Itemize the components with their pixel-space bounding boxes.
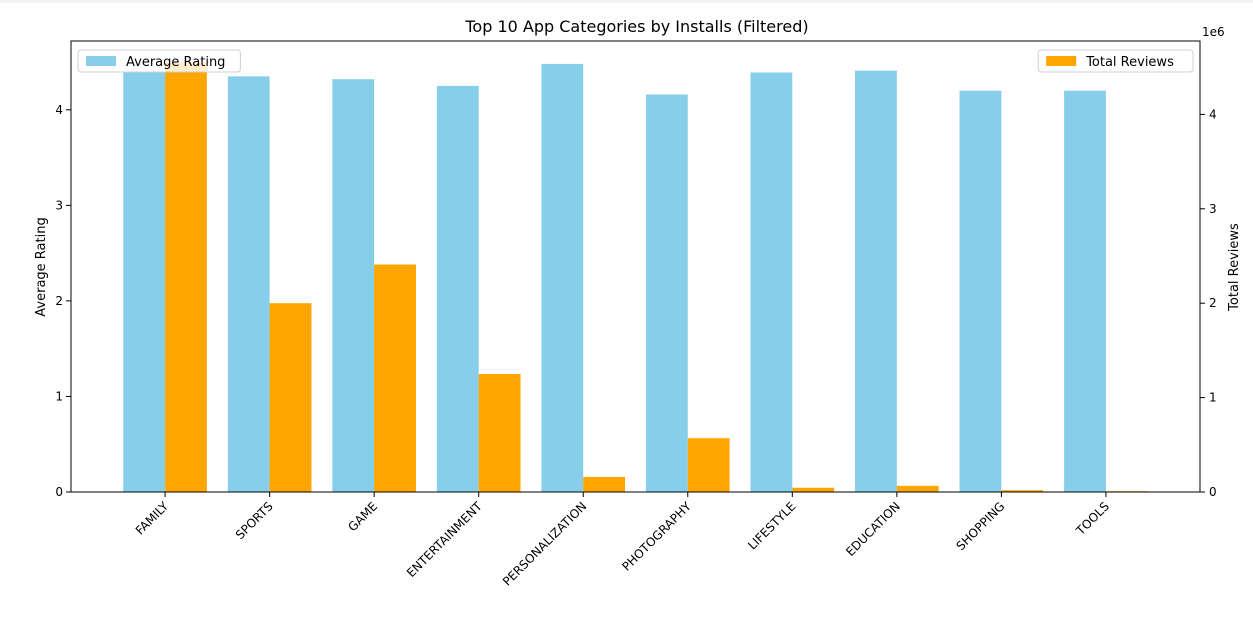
y-right-tick-label: 4	[1209, 107, 1217, 121]
bar-average-rating-game	[332, 79, 375, 492]
y-right-tick-label: 0	[1209, 485, 1217, 499]
legend-swatch-average-rating	[86, 56, 116, 66]
legend-label-total-reviews: Total Reviews	[1085, 55, 1174, 70]
bar-average-rating-entertainment	[436, 85, 479, 492]
y-left-tick-label: 0	[55, 485, 63, 499]
x-tick-label-entertainment: ENTERTAINMENT	[404, 499, 485, 580]
bar-total-reviews-entertainment	[478, 374, 521, 492]
x-tick-label-family: FAMILY	[133, 499, 172, 538]
legend-box-left	[77, 49, 241, 73]
bar-average-rating-shopping	[959, 90, 1002, 492]
x-tick-label-game: GAME	[345, 499, 380, 534]
x-tick-label-tools: TOOLS	[1073, 499, 1112, 538]
bar-average-rating-family	[123, 71, 166, 492]
y-left-tick-label: 3	[55, 198, 63, 212]
bar-total-reviews-family	[165, 62, 207, 492]
y-axis-left-label: Average Rating	[34, 217, 49, 316]
y-right-tick-label: 2	[1209, 296, 1217, 310]
plot-frame	[70, 40, 1201, 493]
y-left-tick-label: 2	[55, 294, 63, 308]
x-tick-label-personalization: PERSONALIZATION	[500, 499, 589, 588]
bar-total-reviews-shopping	[1001, 490, 1044, 492]
x-tick-label-sports: SPORTS	[233, 499, 276, 542]
bar-average-rating-education	[855, 70, 897, 493]
y-right-tick-label: 3	[1209, 202, 1217, 216]
y-left-tick-label: 1	[55, 389, 63, 403]
bar-total-reviews-sports	[269, 303, 312, 492]
bar-total-reviews-photography	[687, 438, 730, 492]
x-tick-label-education: EDUCATION	[843, 499, 903, 559]
bar-total-reviews-game	[374, 264, 416, 492]
x-tick-label-shopping: SHOPPING	[953, 499, 1007, 553]
legend-swatch-total-reviews	[1046, 56, 1077, 66]
bar-total-reviews-personalization	[583, 476, 626, 492]
y-axis-right-offset-text: 1e6	[1202, 25, 1225, 39]
bar-total-reviews-lifestyle	[792, 487, 835, 492]
notebook-output-top-border	[0, 0, 1253, 3]
x-tick-label-photography: PHOTOGRAPHY	[619, 499, 694, 574]
legend-box-right	[1037, 49, 1194, 73]
y-axis-right-label: Total Reviews	[1227, 223, 1242, 312]
bar-average-rating-lifestyle	[750, 72, 793, 492]
bar-total-reviews-education	[896, 485, 939, 492]
y-right-tick-label: 1	[1209, 391, 1217, 405]
bar-average-rating-personalization	[541, 63, 584, 493]
chart-title: Top 10 App Categories by Installs (Filte…	[464, 17, 808, 36]
y-left-tick-label: 4	[55, 103, 63, 117]
bar-average-rating-photography	[645, 94, 688, 492]
bar-average-rating-tools	[1064, 90, 1106, 492]
legend-label-average-rating: Average Rating	[126, 55, 225, 70]
x-tick-label-lifestyle: LIFESTYLE	[745, 499, 798, 552]
bar-average-rating-sports	[227, 76, 270, 492]
